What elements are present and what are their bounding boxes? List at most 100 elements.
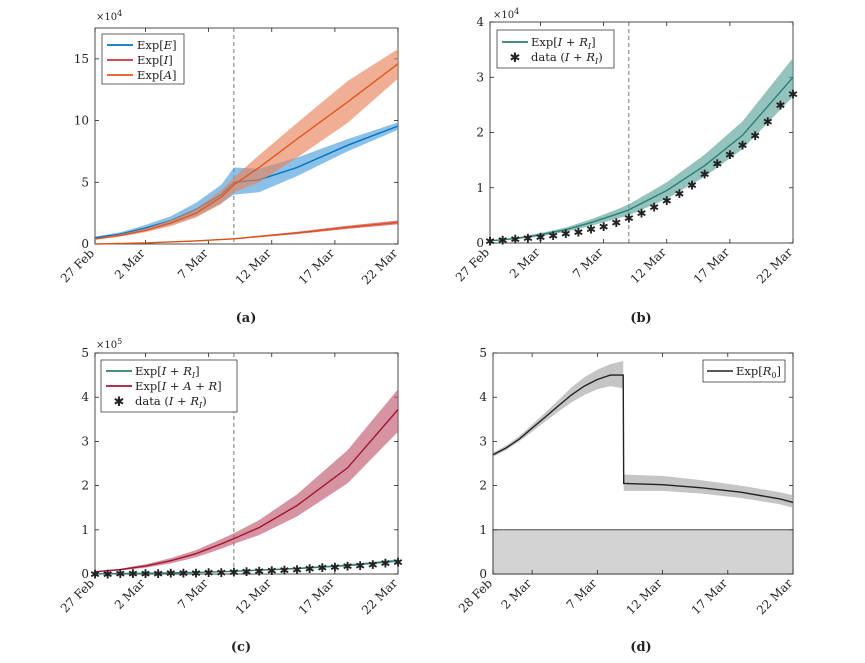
- series-band-exp-i-a-r: [95, 389, 398, 573]
- data-point-data-i-r-i: ✱: [380, 556, 390, 570]
- panel-a: 0 5 10 15 27 Feb 2 Mar 7 Mar 12 Mar 17 Mar 22 Ma…: [58, 9, 400, 326]
- series-line-exp-i-a-r: [94, 409, 399, 573]
- data-point-data-i-r-i: ✱: [204, 566, 214, 580]
- data-point-data-i-r-i: ✱: [355, 559, 365, 573]
- x-tick-label: 17 Mar: [296, 576, 337, 617]
- data-point-data-i-r-i: ✱: [128, 567, 138, 581]
- y-tick-label: 2: [476, 126, 484, 140]
- legend-label-exp-i: Exp[I]: [137, 53, 173, 67]
- y-tick-label: 4: [479, 390, 487, 404]
- data-point-data-i-r-i: ✱: [279, 564, 289, 578]
- y-tick-label: 0: [81, 237, 89, 251]
- x-tick-label: 17 Mar: [691, 245, 732, 286]
- panel-a-legend: Exp[E] Exp[I] Exp[A]: [101, 33, 185, 85]
- y-tick-label: 5: [81, 346, 89, 360]
- panel-d-legend: Exp[R0]: [702, 359, 786, 383]
- x-tick-label: 22 Mar: [359, 246, 400, 287]
- y-tick-label: 2: [479, 479, 487, 493]
- x-tick-label: 28 Feb: [456, 576, 495, 615]
- data-point-data-i-r-i: ✱: [241, 565, 251, 579]
- data-point-data-i-r-i: ✱: [674, 187, 684, 201]
- data-point-data-i-r-i: ✱: [317, 561, 327, 575]
- panel-d: 0 1 2 3 4 5 28 Feb 2 Mar 7 Mar 12 Mar 17 Mar 22 Ma…: [456, 346, 795, 655]
- data-point-data-i-r-i: ✱: [725, 148, 735, 162]
- data-point-data-i-r-i: ✱: [342, 560, 352, 574]
- series-line-exp-i-r-i: [489, 76, 794, 242]
- panel-d-threshold-band: [492, 529, 794, 575]
- data-point-data-i-r-i: ✱: [115, 567, 125, 581]
- data-point-data-i-r-i: ✱: [90, 567, 100, 581]
- panel-c-exponent: ×105: [96, 337, 122, 351]
- x-tick-label: 12 Mar: [628, 245, 669, 286]
- legend-label-c-data-i-ri: data (I + RI): [135, 394, 207, 410]
- data-point-data-i-r-i: ✱: [229, 566, 239, 580]
- y-tick-label: 0: [476, 236, 484, 250]
- panel-c-legend: Exp[I + RI] Exp[I + A + R] ✱ data (I + R…: [100, 359, 238, 413]
- y-tick-label: 0: [479, 567, 487, 581]
- data-point-data-i-r-i: ✱: [393, 556, 403, 570]
- y-tick-label: 3: [476, 70, 484, 84]
- data-point-data-i-r-i: ✱: [535, 230, 545, 244]
- data-point-data-i-r-i: ✱: [191, 566, 201, 580]
- y-tick-label: 3: [81, 434, 89, 448]
- data-point-data-i-r-i: ✱: [586, 223, 596, 237]
- data-point-data-i-r-i: ✱: [712, 157, 722, 171]
- y-tick-label: 2: [81, 479, 89, 493]
- y-tick-label: 10: [74, 114, 89, 128]
- panel-b-y-axis: 0 1 2 3 4: [476, 15, 793, 250]
- x-tick-label: 22 Mar: [754, 245, 795, 286]
- x-tick-label: 27 Feb: [453, 245, 492, 284]
- legend-marker-data: ✱: [510, 51, 521, 66]
- panel-d-y-axis: 0 1 2 3 4 5: [479, 346, 793, 581]
- panel-c-caption: (c): [231, 640, 251, 655]
- x-tick-label: 17 Mar: [296, 246, 337, 287]
- y-tick-label: 5: [81, 175, 89, 189]
- legend-label-exp-i-ri: Exp[I + RI]: [531, 35, 596, 51]
- x-tick-label: 7 Mar: [175, 246, 211, 282]
- data-point-data-i-r-i: ✱: [662, 194, 672, 208]
- panel-b-exponent: ×104: [493, 7, 519, 21]
- x-tick-label: 7 Mar: [175, 576, 211, 612]
- series-line-exp-a: [94, 63, 399, 240]
- data-point-data-i-r-i: ✱: [166, 567, 176, 581]
- data-point-data-i-r-i: ✱: [548, 229, 558, 243]
- data-point-data-i-r-i: ✱: [485, 234, 495, 248]
- x-tick-label: 17 Mar: [689, 576, 730, 617]
- legend-marker-c-data: ✱: [114, 395, 125, 410]
- legend-label-c-exp-i-ri: Exp[I + RI]: [135, 364, 200, 380]
- data-point-data-i-r-i: ✱: [216, 566, 226, 580]
- panel-d-series: [492, 361, 794, 508]
- y-tick-label: 5: [479, 346, 487, 360]
- data-point-data-i-r-i: ✱: [788, 87, 798, 101]
- data-point-data-i-r-i: ✱: [267, 564, 277, 578]
- data-point-data-i-r-i: ✱: [178, 567, 188, 581]
- legend-label-data-i-ri: data (I + RI): [531, 50, 603, 66]
- panel-c-series: ✱ ✱ ✱ ✱ ✱ ✱ ✱ ✱ ✱ ✱ ✱ ✱ ✱ ✱ ✱ ✱ ✱ ✱ ✱ ✱ ✱ ✱ ✱ ✱ ✱: [90, 389, 403, 581]
- data-point-data-i-r-i: ✱: [561, 227, 571, 241]
- data-point-data-i-r-i: ✱: [763, 115, 773, 129]
- data-point-data-i-r-i: ✱: [573, 225, 583, 239]
- data-point-data-i-r-i: ✱: [498, 234, 508, 248]
- x-tick-label: 22 Mar: [359, 576, 400, 617]
- data-point-data-i-r-i: ✱: [153, 567, 163, 581]
- data-point-data-i-r-i: ✱: [523, 232, 533, 246]
- panel-c: 0 1 2 3 4 5 27 Feb 2 Mar 7 Mar 12 Mar 17 Mar 22 Ma…: [58, 337, 403, 655]
- data-point-data-i-r-i: ✱: [750, 129, 760, 143]
- series-line-exp-r-0: [492, 374, 794, 504]
- data-point-data-i-r-i: ✱: [611, 216, 621, 230]
- y-tick-label: 3: [479, 434, 487, 448]
- x-tick-label: 2 Mar: [112, 576, 148, 612]
- x-tick-label: 12 Mar: [623, 576, 664, 617]
- x-tick-label: 7 Mar: [570, 245, 606, 281]
- legend-label-c-exp-iar: Exp[I + A + R]: [135, 379, 222, 393]
- x-tick-label: 2 Mar: [498, 576, 534, 612]
- y-tick-label: 15: [74, 52, 89, 66]
- panel-c-y-axis: 0 1 2 3 4 5: [81, 346, 398, 581]
- data-point-data-i-r-i: ✱: [103, 567, 113, 581]
- legend-label-exp-r0: Exp[R0]: [736, 364, 781, 380]
- panel-a-exponent: ×104: [96, 9, 122, 23]
- x-tick-label: 27 Feb: [58, 246, 97, 285]
- series-line-exp-i-r-i: [94, 560, 399, 575]
- panel-b-legend: Exp[I + RI] ✱ data (I + RI): [496, 29, 615, 69]
